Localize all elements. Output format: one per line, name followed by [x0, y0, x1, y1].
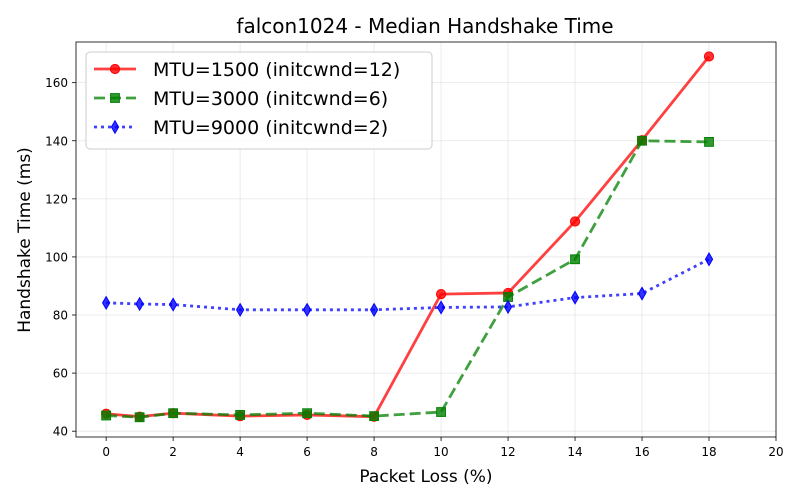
legend-label: MTU=9000 (initcwnd=2)	[153, 117, 388, 139]
x-axis: 0 2 4 6 8 10 12 14 16 18 20	[102, 437, 784, 459]
data-point	[570, 254, 580, 265]
data-point	[503, 299, 513, 315]
data-point	[235, 302, 245, 317]
data-point	[637, 135, 647, 146]
legend: MTU=1500 (initcwnd=12) MTU=3000 (initcwnd…	[85, 51, 433, 150]
x-tick-label: 14	[567, 445, 582, 459]
series-line	[106, 139, 710, 419]
data-point	[436, 300, 446, 315]
plot-frame	[75, 41, 777, 438]
data-point	[302, 408, 313, 419]
legend-marker	[110, 93, 120, 103]
y-axis-label: Handshake Time (ms)	[15, 147, 35, 333]
data-point	[101, 410, 112, 421]
legend-frame	[85, 51, 433, 150]
legend-marker	[110, 119, 120, 135]
x-tick-label: 2	[169, 445, 177, 459]
data-point	[235, 410, 246, 420]
legend-item: MTU=3000 (initcwnd=6)	[94, 88, 388, 110]
x-tick-label: 20	[768, 445, 783, 459]
data-point	[704, 252, 714, 267]
x-tick-label: 18	[701, 445, 716, 459]
data-point	[369, 302, 379, 317]
series-2	[101, 135, 714, 423]
data-point	[435, 289, 447, 300]
x-tick-label: 0	[102, 445, 110, 459]
y-tick-label: 100	[45, 250, 68, 264]
series-layer	[101, 51, 715, 423]
x-tick-label: 8	[370, 445, 378, 459]
y-tick-label: 40	[53, 425, 68, 439]
data-point	[704, 137, 714, 147]
legend-label: MTU=3000 (initcwnd=6)	[153, 88, 388, 110]
legend-label: MTU=1500 (initcwnd=12)	[153, 59, 400, 81]
data-point	[168, 408, 179, 419]
data-point	[436, 407, 446, 417]
data-point	[168, 297, 178, 312]
x-tick-label: 10	[433, 445, 448, 459]
x-tick-label: 12	[500, 445, 515, 459]
x-axis-label: Packet Loss (%)	[359, 467, 492, 487]
series-3	[101, 252, 714, 317]
data-point	[570, 290, 580, 305]
x-tick-label: 6	[303, 445, 311, 459]
y-tick-label: 160	[45, 76, 68, 90]
x-tick-label: 4	[236, 445, 244, 459]
legend-marker	[109, 63, 121, 75]
x-tick-label: 16	[634, 445, 649, 459]
data-point	[302, 302, 312, 317]
data-point	[637, 286, 647, 301]
data-point	[101, 295, 111, 311]
y-tick-label: 140	[45, 134, 68, 148]
data-point	[134, 412, 145, 423]
series-line	[106, 258, 710, 312]
data-point	[135, 296, 144, 312]
y-tick-label: 120	[45, 192, 68, 206]
data-point	[569, 216, 581, 227]
data-point	[703, 51, 715, 62]
chart-title: falcon1024 - Median Handshake Time	[236, 14, 613, 38]
y-axis: 40 60 80 100 120 140 160	[45, 76, 76, 439]
y-tick-label: 80	[53, 309, 68, 323]
legend-item: MTU=1500 (initcwnd=12)	[94, 59, 400, 81]
data-point	[369, 411, 379, 421]
legend-item: MTU=9000 (initcwnd=2)	[94, 117, 388, 139]
y-tick-label: 60	[53, 367, 68, 381]
